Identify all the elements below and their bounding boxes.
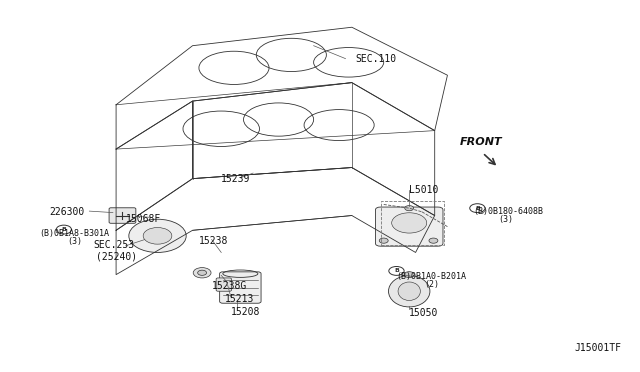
Text: 15068F: 15068F: [125, 214, 161, 224]
Text: 226300: 226300: [49, 207, 84, 217]
Text: 15238G: 15238G: [212, 281, 247, 291]
FancyBboxPatch shape: [109, 208, 136, 223]
Text: 15238: 15238: [199, 236, 228, 246]
Text: SEC.110: SEC.110: [355, 54, 396, 64]
FancyBboxPatch shape: [216, 278, 232, 291]
Circle shape: [193, 267, 211, 278]
Text: (B)0B1A0-B201A: (B)0B1A0-B201A: [396, 272, 467, 281]
Circle shape: [470, 204, 485, 212]
Text: (B)0B180-6408B: (B)0B180-6408B: [473, 207, 543, 217]
Text: 15208: 15208: [231, 307, 260, 317]
Text: B: B: [394, 269, 399, 273]
Circle shape: [129, 219, 186, 253]
FancyBboxPatch shape: [376, 207, 443, 246]
Text: (25240): (25240): [96, 251, 137, 261]
Text: (B)0B1A8-B301A: (B)0B1A8-B301A: [40, 229, 109, 238]
Circle shape: [198, 270, 207, 275]
Text: (3): (3): [499, 215, 513, 224]
Text: 15213: 15213: [225, 294, 254, 304]
Ellipse shape: [398, 282, 420, 301]
Text: (2): (2): [424, 280, 439, 289]
Circle shape: [380, 238, 388, 243]
Text: B: B: [61, 227, 67, 232]
Text: 15050: 15050: [409, 308, 438, 318]
Ellipse shape: [392, 213, 427, 233]
Circle shape: [56, 225, 72, 234]
Text: (3): (3): [67, 237, 82, 246]
Ellipse shape: [388, 276, 430, 307]
Circle shape: [404, 206, 413, 211]
Text: L5010: L5010: [409, 185, 438, 195]
Text: J15001TF: J15001TF: [575, 343, 622, 353]
Circle shape: [404, 272, 414, 278]
Text: FRONT: FRONT: [460, 137, 503, 147]
Text: SEC.253: SEC.253: [94, 240, 135, 250]
Text: B: B: [475, 206, 480, 211]
Circle shape: [389, 266, 404, 275]
Circle shape: [429, 238, 438, 243]
Text: 15239: 15239: [221, 174, 251, 184]
FancyBboxPatch shape: [220, 272, 261, 303]
Circle shape: [143, 228, 172, 244]
